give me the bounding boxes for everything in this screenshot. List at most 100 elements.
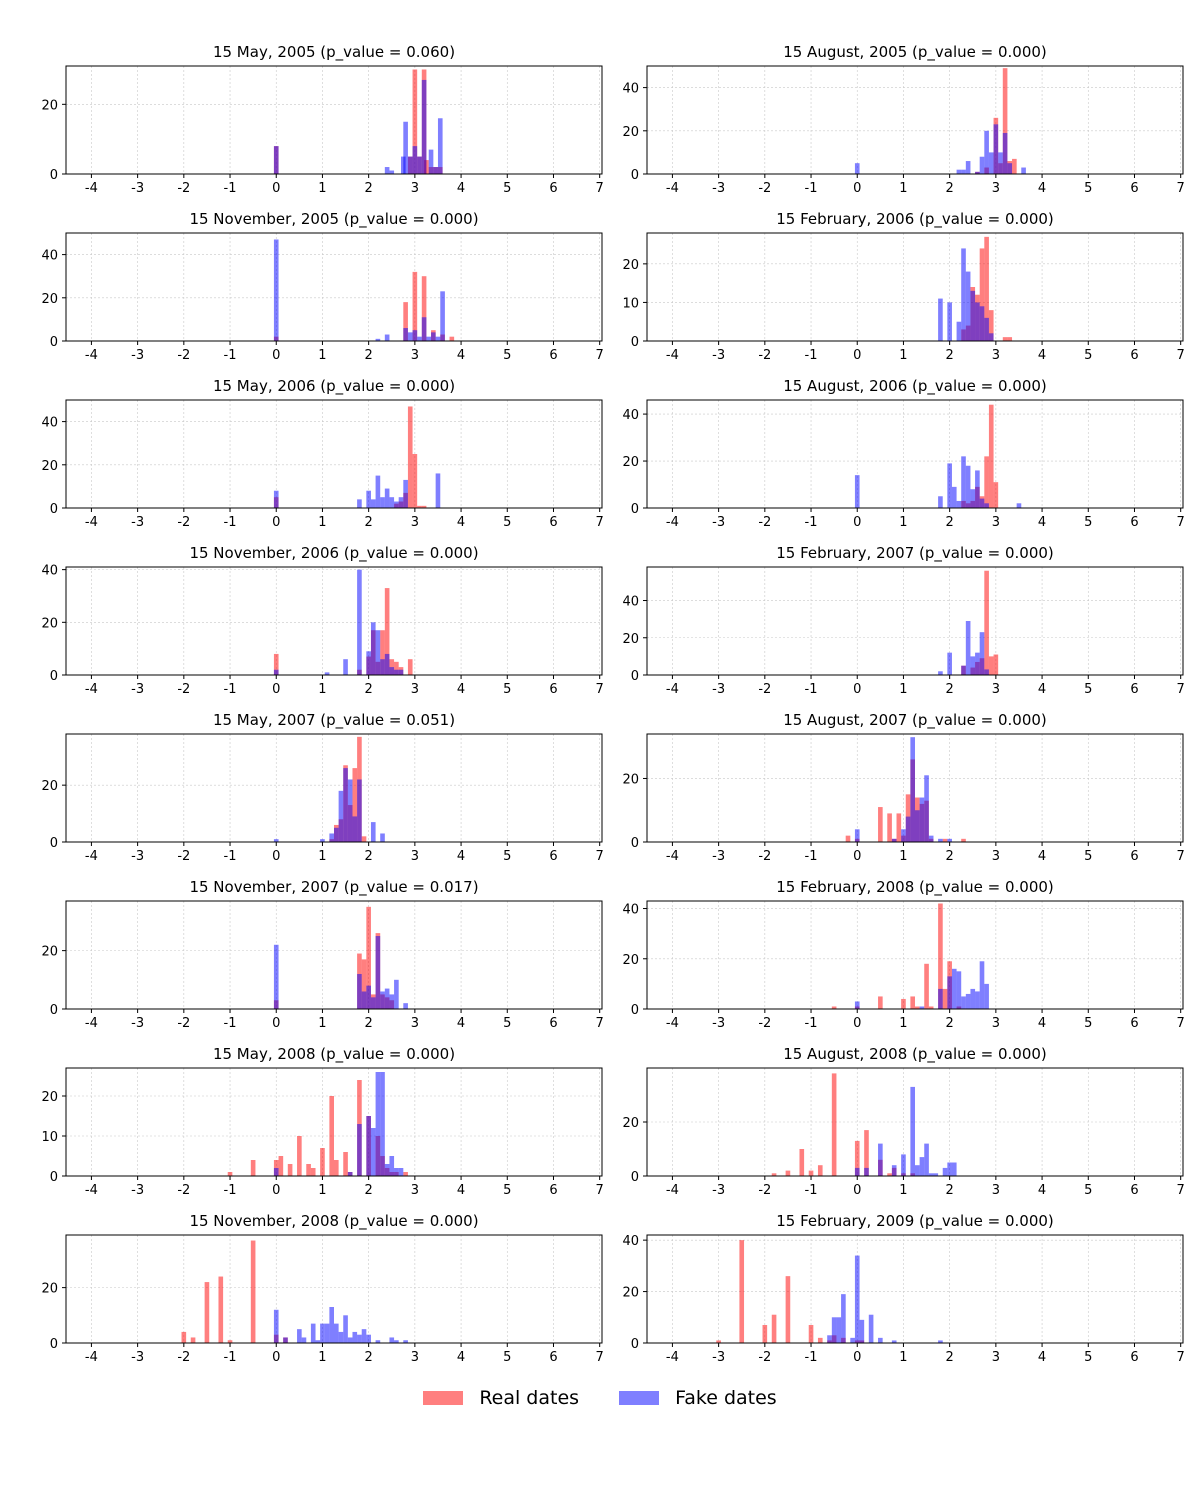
- x-tick-label: -1: [805, 682, 818, 697]
- bar-real: [306, 1164, 311, 1176]
- x-tick-label: -3: [131, 181, 144, 196]
- bar-fake: [403, 1340, 408, 1343]
- bar-fake: [394, 979, 399, 1009]
- bar-fake: [1002, 132, 1008, 174]
- x-tick-label: 1: [899, 1350, 907, 1365]
- bar-real: [887, 1173, 892, 1176]
- x-tick-label: 6: [1130, 1016, 1138, 1031]
- bar-fake: [334, 1323, 339, 1343]
- x-tick-label: -4: [85, 682, 98, 697]
- bar-fake: [970, 489, 976, 508]
- bar-fake: [961, 169, 966, 174]
- bar-fake: [435, 473, 441, 508]
- bar-real: [278, 1156, 284, 1176]
- chart-title: 15 May, 2008 (p_value = 0.000): [213, 1045, 455, 1064]
- bar-real: [273, 653, 279, 675]
- bar-fake: [407, 156, 413, 174]
- bar-real: [988, 310, 994, 341]
- bar-real: [412, 69, 418, 174]
- y-tick-label: 0: [50, 335, 58, 350]
- x-tick-label: 3: [992, 1016, 1000, 1031]
- bar-fake: [965, 621, 971, 675]
- x-tick-label: -3: [131, 515, 144, 530]
- bar-real: [896, 813, 902, 842]
- bar-fake: [979, 498, 985, 508]
- x-tick-label: -2: [758, 1016, 771, 1031]
- bar-fake: [357, 1334, 362, 1343]
- y-tick-label: 40: [622, 903, 639, 918]
- bar-fake: [970, 988, 976, 1009]
- x-tick-label: -3: [712, 348, 725, 363]
- legend-label-fake: Fake dates: [675, 1387, 777, 1409]
- bar-real: [310, 1168, 316, 1176]
- bar-fake: [901, 1154, 906, 1176]
- x-tick-label: -2: [177, 682, 190, 697]
- bar-fake: [384, 334, 390, 341]
- y-tick-label: 20: [41, 459, 58, 474]
- chart-title: 15 November, 2005 (p_value = 0.000): [189, 210, 478, 229]
- x-tick-label: -3: [712, 849, 725, 864]
- chart-panel: 15 May, 2006 (p_value = 0.000) -4 -3 -2 -1 0 1…: [41, 377, 603, 530]
- x-tick-label: 3: [411, 1016, 419, 1031]
- x-tick-label: -3: [712, 682, 725, 697]
- x-tick-label: 3: [411, 1350, 419, 1365]
- bar-fake: [1007, 163, 1013, 174]
- x-tick-label: 5: [503, 515, 511, 530]
- x-tick-label: 3: [992, 181, 1000, 196]
- x-tick-label: 4: [1038, 1183, 1046, 1198]
- bar-fake: [938, 496, 943, 508]
- axes-frame: [646, 65, 1184, 175]
- axes-frame: [646, 900, 1184, 1010]
- x-tick-label: 6: [1130, 181, 1138, 196]
- x-tick-label: 2: [365, 348, 373, 363]
- bar-fake: [394, 501, 399, 508]
- y-tick-label: 0: [631, 1003, 639, 1018]
- x-tick-label: -4: [85, 1350, 98, 1365]
- bar-fake: [310, 1323, 316, 1343]
- x-tick-label: 7: [596, 181, 604, 196]
- axes-frame: [65, 399, 603, 509]
- x-tick-label: -4: [666, 1350, 679, 1365]
- bar-real: [771, 1314, 777, 1343]
- x-tick-label: -2: [758, 682, 771, 697]
- x-tick-label: 4: [457, 1016, 465, 1031]
- x-tick-label: 1: [899, 1016, 907, 1031]
- chart-title: 15 August, 2006 (p_value = 0.000): [783, 377, 1047, 396]
- bar-fake: [389, 497, 395, 508]
- x-tick-label: 7: [596, 1016, 604, 1031]
- x-tick-label: 7: [1177, 849, 1185, 864]
- bar-real: [417, 505, 422, 508]
- bar-real: [785, 1170, 791, 1176]
- axes-frame: [65, 733, 603, 843]
- bar-fake: [905, 816, 911, 842]
- bar-fake: [297, 1329, 302, 1343]
- x-tick-label: -1: [805, 1016, 818, 1031]
- bar-fake: [970, 290, 976, 341]
- axes-frame: [65, 1067, 603, 1177]
- bar-fake: [357, 1124, 362, 1176]
- x-tick-label: 7: [1177, 515, 1185, 530]
- legend-item-real: Real dates: [423, 1387, 579, 1409]
- bar-fake: [389, 1337, 395, 1343]
- bar-fake: [984, 130, 989, 174]
- bar-real: [1012, 158, 1017, 174]
- x-tick-label: -2: [758, 849, 771, 864]
- bar-fake: [984, 503, 989, 508]
- legend: Real dates Fake dates: [0, 1383, 1200, 1413]
- bar-real: [924, 963, 929, 1009]
- x-tick-label: 6: [549, 682, 557, 697]
- x-tick-label: -3: [712, 1350, 725, 1365]
- bar-fake: [357, 569, 362, 675]
- bar-fake: [403, 121, 408, 174]
- y-tick-label: 20: [622, 258, 639, 273]
- x-tick-label: -4: [85, 348, 98, 363]
- x-tick-label: 3: [411, 1183, 419, 1198]
- x-tick-label: -4: [85, 515, 98, 530]
- x-tick-label: 2: [946, 1350, 954, 1365]
- bar-fake: [366, 985, 371, 1009]
- y-tick-label: 0: [50, 1337, 58, 1352]
- x-tick-label: 1: [899, 181, 907, 196]
- bar-fake: [426, 336, 432, 341]
- chart-panel: 15 November, 2008 (p_value = 0.000) -4 -3 -…: [41, 1212, 603, 1365]
- bar-real: [808, 1170, 814, 1176]
